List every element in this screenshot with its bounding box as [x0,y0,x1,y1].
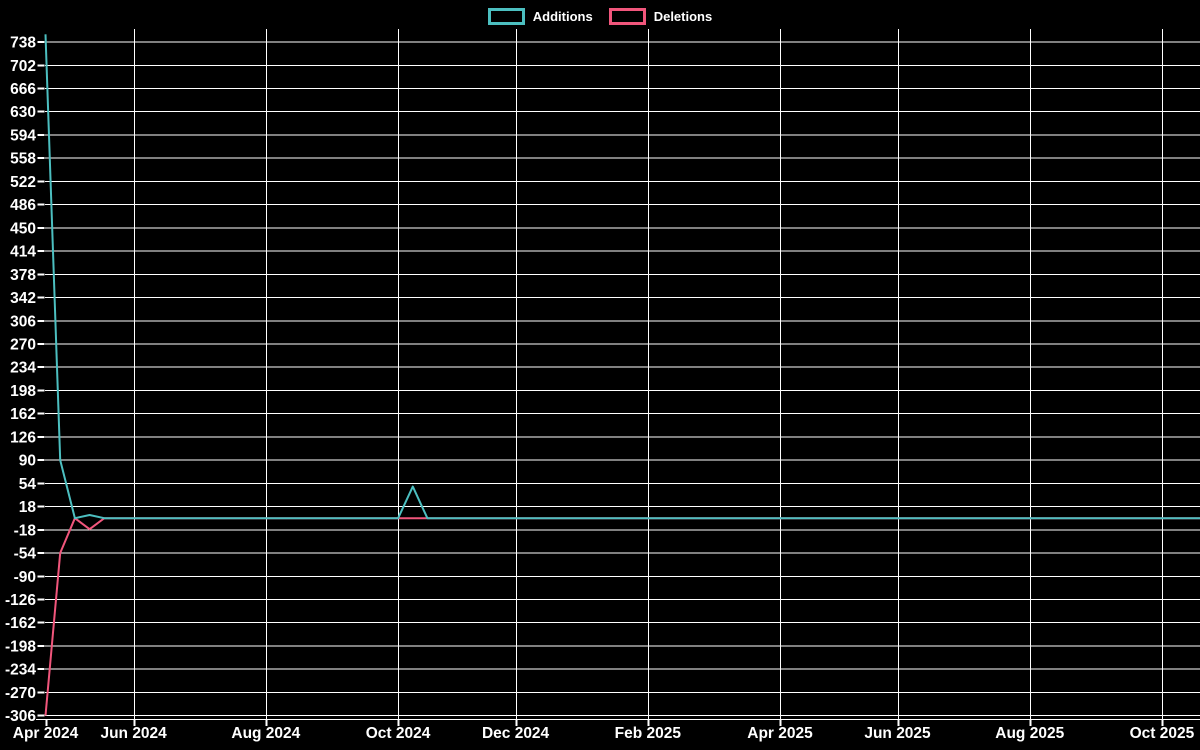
y-axis-tick-label: 306 [10,313,36,330]
y-axis-tick-label: -234 [5,662,36,679]
y-axis-tick-label: 126 [10,429,36,446]
x-axis-tick-label: Apr 2025 [747,725,813,742]
legend-swatch-additions [487,8,525,25]
y-axis-tick-label: 18 [19,499,37,516]
y-axis-tick-label: 558 [10,151,36,168]
legend-item-additions[interactable]: Additions [487,8,593,25]
y-axis-tick-label: -270 [5,685,36,702]
y-axis-tick-label: -54 [14,546,37,563]
x-axis-tick-label: Dec 2024 [482,725,550,742]
y-axis-tick-label: 198 [10,383,36,400]
series-line-deletions [44,517,1200,716]
x-axis-tick-label: Aug 2024 [231,725,300,742]
y-axis-tick-label: 54 [19,476,37,493]
series-line-additions [44,34,1200,520]
x-axis-tick-label: Oct 2024 [366,725,431,742]
y-axis-tick-label: 666 [10,81,36,98]
y-axis-tick-label: 738 [10,35,36,52]
x-axis-tick-label: Apr 2024 [13,725,79,742]
y-axis-tick-label: 90 [19,453,36,470]
y-axis-tick-label: 630 [10,104,36,121]
legend-swatch-deletions [608,8,646,25]
y-axis-tick-label: 342 [10,290,36,307]
y-axis-tick-label: -90 [14,569,36,586]
y-axis-tick-label: -18 [14,522,37,539]
legend-label-deletions: Deletions [653,9,713,24]
y-axis-tick-label: 378 [10,267,36,284]
y-axis-tick-label: -126 [5,592,36,609]
y-axis-tick-label: 162 [10,406,36,423]
legend-item-deletions[interactable]: Deletions [608,8,713,25]
y-axis-tick-label: 486 [10,197,36,214]
y-axis-tick-label: 234 [10,360,36,377]
x-axis-tick-label: Feb 2025 [615,725,682,742]
chart-legend: Additions Deletions [0,8,1200,25]
legend-label-additions: Additions [532,9,593,24]
y-axis-tick-label: 414 [10,244,36,261]
y-axis-tick-label: 702 [10,58,36,75]
y-axis-tick-label: -198 [5,638,36,655]
x-axis-tick-label: Jun 2024 [100,725,167,742]
x-axis-tick-label: Jun 2025 [864,725,931,742]
y-axis-tick-label: 594 [10,127,36,144]
y-axis-tick-label: -162 [5,615,36,632]
x-axis-tick-label: Aug 2025 [995,725,1064,742]
y-axis-tick-label: 450 [10,220,36,237]
y-axis-tick-label: -306 [5,708,36,725]
y-axis-tick-label: 270 [10,336,36,353]
y-axis-tick-label: 522 [10,174,36,191]
x-axis-tick-label: Oct 2025 [1130,725,1195,742]
